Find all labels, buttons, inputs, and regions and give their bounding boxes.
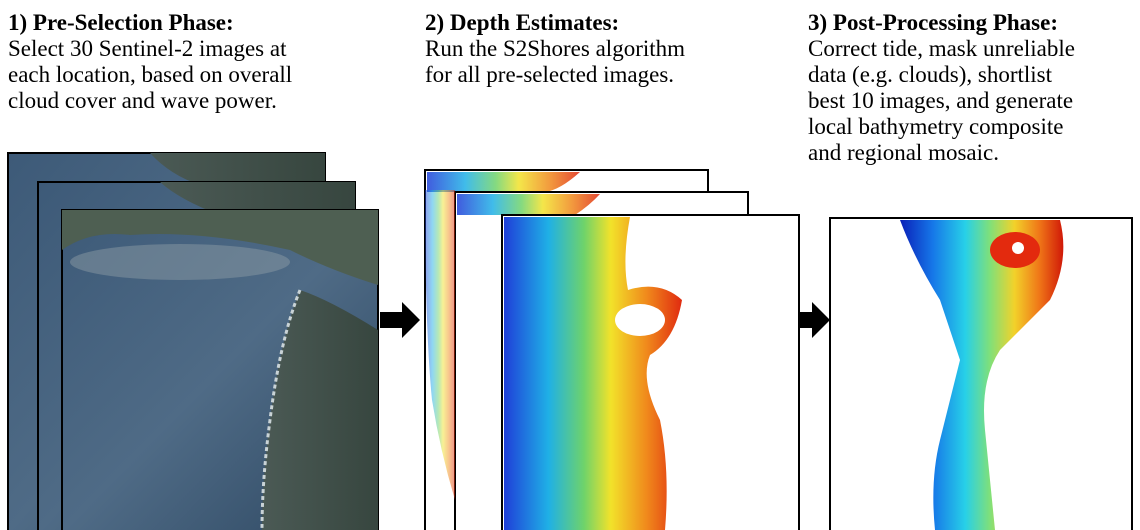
depth-map	[457, 194, 600, 215]
sediment	[70, 244, 290, 280]
step-text: Correct tide, mask unreliable	[808, 36, 1075, 61]
bathymetry	[900, 220, 1064, 530]
step-text: and regional mosaic.	[808, 140, 999, 165]
step-text: for all pre-selected images.	[425, 62, 674, 87]
peninsula	[262, 290, 378, 530]
beach	[260, 289, 302, 530]
step-3: 3) Post-Processing Phase: Correct tide, …	[808, 10, 1075, 165]
step-2: 2) Depth Estimates: Run the S2Shores alg…	[425, 10, 685, 87]
satellite-stack	[7, 152, 379, 530]
mask-gap	[615, 304, 665, 336]
depth-map	[504, 217, 682, 530]
step-title: 3) Post-Processing Phase:	[808, 10, 1058, 35]
step-1: 1) Pre-Selection Phase: Select 30 Sentin…	[8, 10, 292, 113]
step-text: local bathymetry composite	[808, 114, 1063, 139]
step-title: 2) Depth Estimates:	[425, 10, 619, 35]
arrow	[380, 302, 420, 338]
step-text: Run the S2Shores algorithm	[425, 36, 685, 61]
depth-map	[425, 190, 455, 500]
land	[62, 210, 378, 285]
step-text: each location, based on overall	[8, 62, 292, 87]
composite	[829, 217, 1133, 530]
step-title: 1) Pre-Selection Phase:	[8, 10, 234, 35]
step-text: cloud cover and wave power.	[8, 88, 277, 113]
step-text: best 10 images, and generate	[808, 88, 1073, 113]
step-text: data (e.g. clouds), shortlist	[808, 62, 1053, 87]
arrow	[800, 302, 830, 338]
depth-stack	[424, 169, 800, 530]
depth-map	[427, 172, 580, 192]
mask-gap	[1012, 242, 1024, 254]
step-text: Select 30 Sentinel-2 images at	[8, 36, 287, 61]
